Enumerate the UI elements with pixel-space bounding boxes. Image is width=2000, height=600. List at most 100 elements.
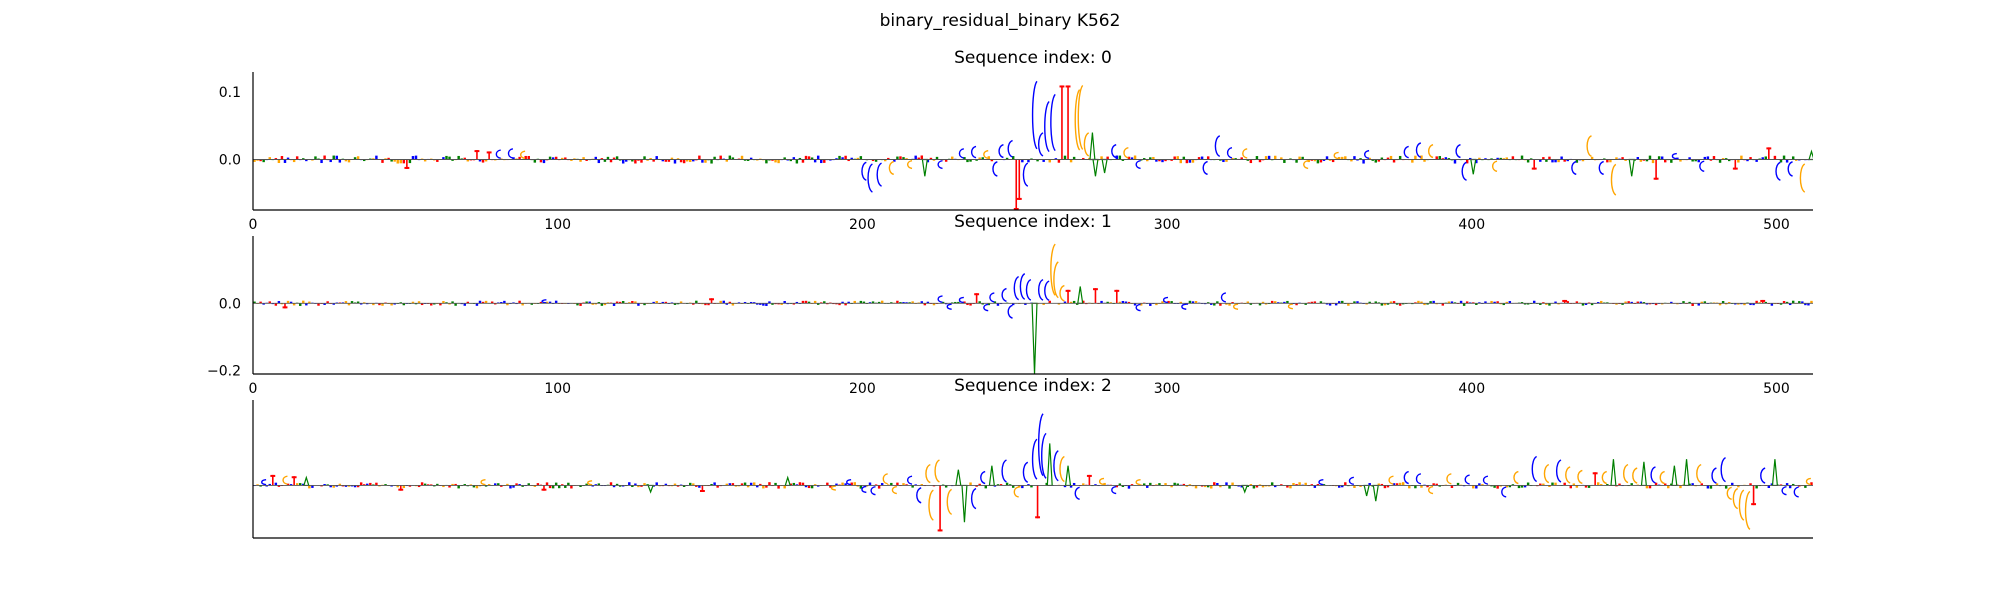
background-letter-C	[841, 157, 844, 160]
background-letter-C	[1801, 301, 1804, 304]
background-letter-A	[597, 302, 601, 304]
peak-C	[1074, 486, 1080, 500]
peak-C	[1007, 139, 1013, 158]
background-letter-T	[820, 302, 823, 304]
background-letter-T	[707, 303, 710, 306]
background-letter-C	[768, 301, 771, 304]
background-letter-T	[381, 159, 384, 163]
peak-T	[486, 151, 492, 160]
background-letter-G	[1292, 482, 1295, 486]
background-letter-T	[536, 483, 540, 486]
background-letter-G	[1118, 301, 1122, 304]
peak-C	[1044, 280, 1050, 301]
background-letter-C	[1337, 301, 1341, 304]
background-letter-G	[399, 159, 402, 164]
background-letter-G	[344, 301, 348, 304]
background-letter-C	[1596, 302, 1600, 304]
background-letter-G	[256, 159, 259, 161]
background-letter-C	[1124, 301, 1128, 304]
background-letter-C	[1094, 484, 1097, 486]
background-letter-G	[1423, 303, 1426, 306]
background-letter-C	[512, 485, 515, 488]
background-letter-G	[1414, 155, 1417, 160]
background-letter-T	[579, 303, 582, 306]
background-letter-C	[305, 303, 308, 306]
peak-C	[1760, 467, 1766, 484]
peak-A	[1241, 484, 1249, 494]
peak-T	[1653, 159, 1659, 180]
background-letter-C	[494, 483, 497, 486]
background-letter-C	[634, 483, 637, 486]
background-letter-T	[1295, 484, 1298, 486]
background-letter-C	[1069, 485, 1073, 488]
background-letter-A	[350, 301, 354, 304]
x-tick-label: 500	[1763, 217, 1790, 233]
background-letter-T	[1316, 484, 1320, 486]
background-letter-T	[408, 485, 412, 487]
background-letter-G	[1478, 157, 1481, 160]
background-letter-A	[1011, 156, 1015, 160]
peak-G	[1726, 486, 1732, 500]
background-letter-A	[1493, 485, 1496, 488]
background-letter-T	[731, 483, 735, 486]
background-letter-A	[954, 301, 957, 304]
peak-G	[1744, 490, 1751, 530]
background-letter-A	[899, 302, 902, 304]
background-letter-C	[1676, 157, 1679, 160]
background-letter-G	[1261, 301, 1265, 304]
peak-G	[906, 160, 913, 170]
peak-G	[1805, 477, 1812, 486]
background-letter-T	[539, 159, 543, 163]
peak-C	[1031, 438, 1038, 480]
background-letter-A	[1682, 301, 1685, 304]
background-letter-C	[594, 484, 597, 486]
panel-0: Sequence index: 0 0.1 0.0 0 100 200 300 400 500	[219, 48, 1813, 233]
peak-G	[1333, 151, 1339, 160]
background-letter-A	[1295, 159, 1298, 163]
peak-G	[1799, 163, 1806, 193]
background-letter-A	[302, 158, 305, 160]
background-letter-G	[1737, 485, 1740, 488]
background-letter-T	[969, 303, 972, 306]
background-letter-C	[1706, 485, 1710, 489]
background-letter-C	[1807, 303, 1810, 306]
background-letter-T	[1779, 484, 1783, 486]
background-letter-G	[777, 159, 780, 164]
background-letter-T	[932, 485, 936, 487]
background-letter-G	[1700, 301, 1704, 304]
peak-G	[1388, 475, 1394, 485]
background-letter-C	[1325, 156, 1329, 160]
background-letter-A	[1499, 157, 1502, 160]
background-letter-A	[783, 157, 786, 160]
peak-C	[846, 478, 852, 486]
background-letter-A	[1511, 484, 1515, 486]
background-letter-G	[280, 303, 284, 305]
background-letter-G	[1249, 483, 1253, 486]
background-letter-C	[749, 157, 753, 160]
background-letter-C	[1697, 159, 1700, 163]
background-letter-T	[1798, 485, 1801, 487]
background-letter-C	[713, 482, 716, 486]
background-letter-T	[838, 303, 841, 306]
background-letter-T	[545, 482, 549, 486]
background-letter-A	[1551, 482, 1554, 486]
peak-T	[1732, 159, 1738, 170]
background-letter-T	[618, 301, 622, 304]
background-letter-T	[631, 301, 634, 304]
background-letter-A	[1438, 156, 1441, 160]
background-letter-A	[1173, 482, 1176, 486]
background-letter-C	[728, 483, 732, 486]
background-letter-T	[481, 159, 485, 163]
peak-C	[1482, 475, 1489, 485]
background-letter-T	[554, 156, 558, 160]
background-letter-A	[1718, 159, 1722, 163]
background-letter-C	[920, 301, 924, 304]
background-letter-G	[932, 159, 936, 161]
background-letter-C	[1328, 303, 1332, 306]
background-letter-A	[618, 485, 622, 487]
background-letter-T	[679, 159, 683, 163]
background-letter-A	[433, 303, 436, 305]
background-letter-C	[1554, 301, 1557, 304]
background-letter-G	[582, 157, 585, 160]
y-tick-label: −0.2	[207, 364, 241, 380]
